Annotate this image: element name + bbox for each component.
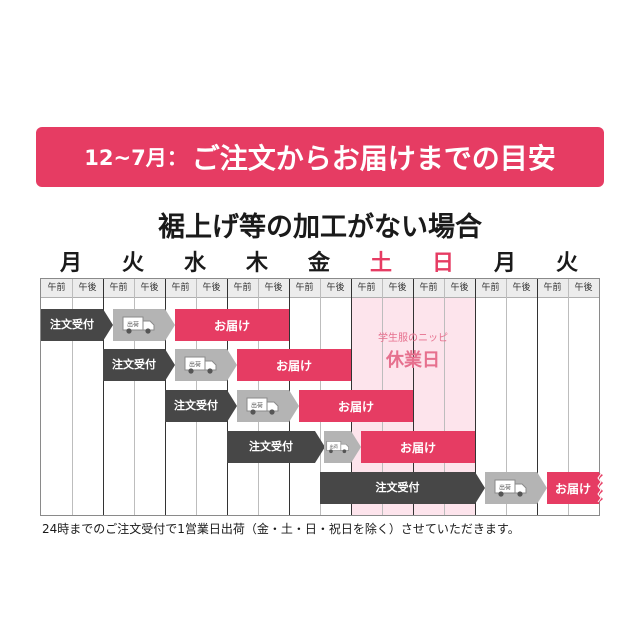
truck-icon: 出荷 [184, 356, 217, 374]
grid-line [506, 279, 507, 515]
order-label: 注文受付 [375, 481, 420, 494]
slot-am-label: 午前 [481, 283, 500, 293]
deliver-label: お届け [213, 318, 250, 333]
timeline-row-4: 注文受付 出荷 お届け [41, 431, 475, 463]
slot-pm-label: 午後 [326, 283, 345, 293]
ship-label: 出荷 [189, 361, 201, 369]
deliver-label: お届け [275, 358, 312, 373]
timeline-row-1: 注文受付 出荷 お届け [41, 309, 351, 341]
grid-line [444, 279, 445, 515]
arrow-shape [537, 472, 547, 504]
schedule-grid: 午前 午後 午前 午後 午前 午後 午前 午後 午前 午後 午前 午後 午前 午… [40, 278, 603, 516]
day-label: 月 [59, 251, 82, 276]
arrow-shape [475, 472, 485, 504]
slot-am-label: 午前 [47, 283, 66, 293]
slot-pm-label: 午後 [450, 283, 469, 293]
continuation-edge-icon [597, 472, 603, 504]
deliver-bar: お届け [237, 349, 351, 381]
truck-icon: 出荷 [122, 316, 155, 334]
order-label: 注文受付 [112, 358, 156, 371]
holiday-note: 学生服のニッピ 休業日 [351, 329, 475, 372]
day-label: 金 [307, 251, 330, 276]
order-bar: 注文受付 [103, 349, 175, 381]
ship-label: 出荷 [127, 321, 139, 329]
day-label-holiday: 土 [369, 251, 392, 276]
grid-line [537, 279, 538, 515]
deliver-bar: お届け [175, 309, 289, 341]
ship-label: 出荷 [499, 484, 511, 492]
arrow-shape [227, 349, 237, 381]
ship-bar: 出荷 [485, 472, 547, 504]
grid-line [475, 279, 476, 515]
day-label: 火 [121, 251, 144, 276]
grid-line [413, 279, 414, 515]
slot-am-label: 午前 [233, 283, 252, 293]
header-banner: 12~7月： ご注文からお届けまでの目安 [36, 127, 604, 187]
order-bar: 注文受付 [165, 390, 237, 422]
slot-pm-label: 午後 [574, 283, 593, 293]
truck-icon: 出荷 [246, 397, 279, 415]
arrow-shape [351, 431, 361, 463]
truck-icon: 出荷 [494, 479, 527, 497]
grid-line [72, 279, 73, 515]
timeline-row-2: 注文受付 出荷 お届け [41, 349, 351, 381]
order-label: 注文受付 [249, 440, 293, 453]
grid-line [568, 279, 569, 515]
banner-title: ご注文からお届けまでの目安 [191, 142, 556, 175]
holiday-note-closed: 休業日 [386, 350, 440, 371]
slot-am-label: 午前 [543, 283, 562, 293]
order-label: 注文受付 [174, 399, 218, 412]
arrow-shape [165, 349, 175, 381]
truck-icon: 出荷 [325, 441, 349, 454]
ship-bar: 出荷 [113, 309, 175, 341]
arrow-shape [289, 390, 299, 422]
slot-pm-label: 午後 [388, 283, 407, 293]
day-label: 木 [245, 251, 268, 276]
day-label: 水 [183, 251, 206, 276]
day-label: 月 [493, 251, 516, 276]
arrow-shape [315, 431, 325, 463]
timeline-row-3: 注文受付 出荷 お届け [41, 390, 413, 422]
arrow-shape [165, 309, 175, 341]
deliver-bar: お届け [299, 390, 413, 422]
order-label: 注文受付 [50, 318, 94, 331]
slot-pm-label: 午後 [264, 283, 283, 293]
slot-am-label: 午前 [357, 283, 376, 293]
slot-am-label: 午前 [419, 283, 438, 293]
grid-line [103, 279, 104, 515]
deliver-label: お届け [337, 399, 374, 414]
deliver-label: お届け [399, 440, 436, 455]
grid-line [134, 279, 135, 515]
slot-pm-label: 午後 [202, 283, 221, 293]
ship-label: 出荷 [251, 402, 263, 410]
banner-month: 12~7月： [84, 146, 188, 170]
ship-bar: 出荷 [237, 390, 299, 422]
order-bar: 注文受付 [227, 431, 325, 463]
order-bar: 注文受付 [41, 309, 113, 341]
order-bar: 注文受付 [320, 472, 485, 504]
timeline-row-5: 注文受付 出荷 お届け [41, 472, 603, 504]
arrow-shape [103, 309, 113, 341]
deliver-label: お届け [554, 481, 591, 496]
footnote: 24時までのご注文受付で1営業日出荷（金・土・日・祝日を除く）させていただきます… [42, 522, 520, 536]
slot-pm-label: 午後 [140, 283, 159, 293]
subtitle: 裾上げ等の加工がない場合 [158, 212, 482, 243]
arrow-shape [227, 390, 237, 422]
deliver-bar: お届け [361, 431, 475, 463]
ship-bar: 出荷 [175, 349, 237, 381]
day-header-row: 月 火 水 木 金 土 日 月 火 [40, 245, 600, 276]
slot-pm-label: 午後 [512, 283, 531, 293]
deliver-bar: お届け [547, 472, 603, 504]
slot-am-label: 午前 [295, 283, 314, 293]
ship-bar: 出荷 [324, 431, 361, 463]
holiday-note-shop: 学生服のニッピ [378, 333, 448, 344]
ship-label: 出荷 [329, 443, 337, 450]
slot-am-label: 午前 [171, 283, 190, 293]
day-label-holiday: 日 [431, 251, 454, 276]
day-label: 火 [555, 251, 578, 276]
slot-pm-label: 午後 [78, 283, 97, 293]
slot-am-label: 午前 [109, 283, 128, 293]
